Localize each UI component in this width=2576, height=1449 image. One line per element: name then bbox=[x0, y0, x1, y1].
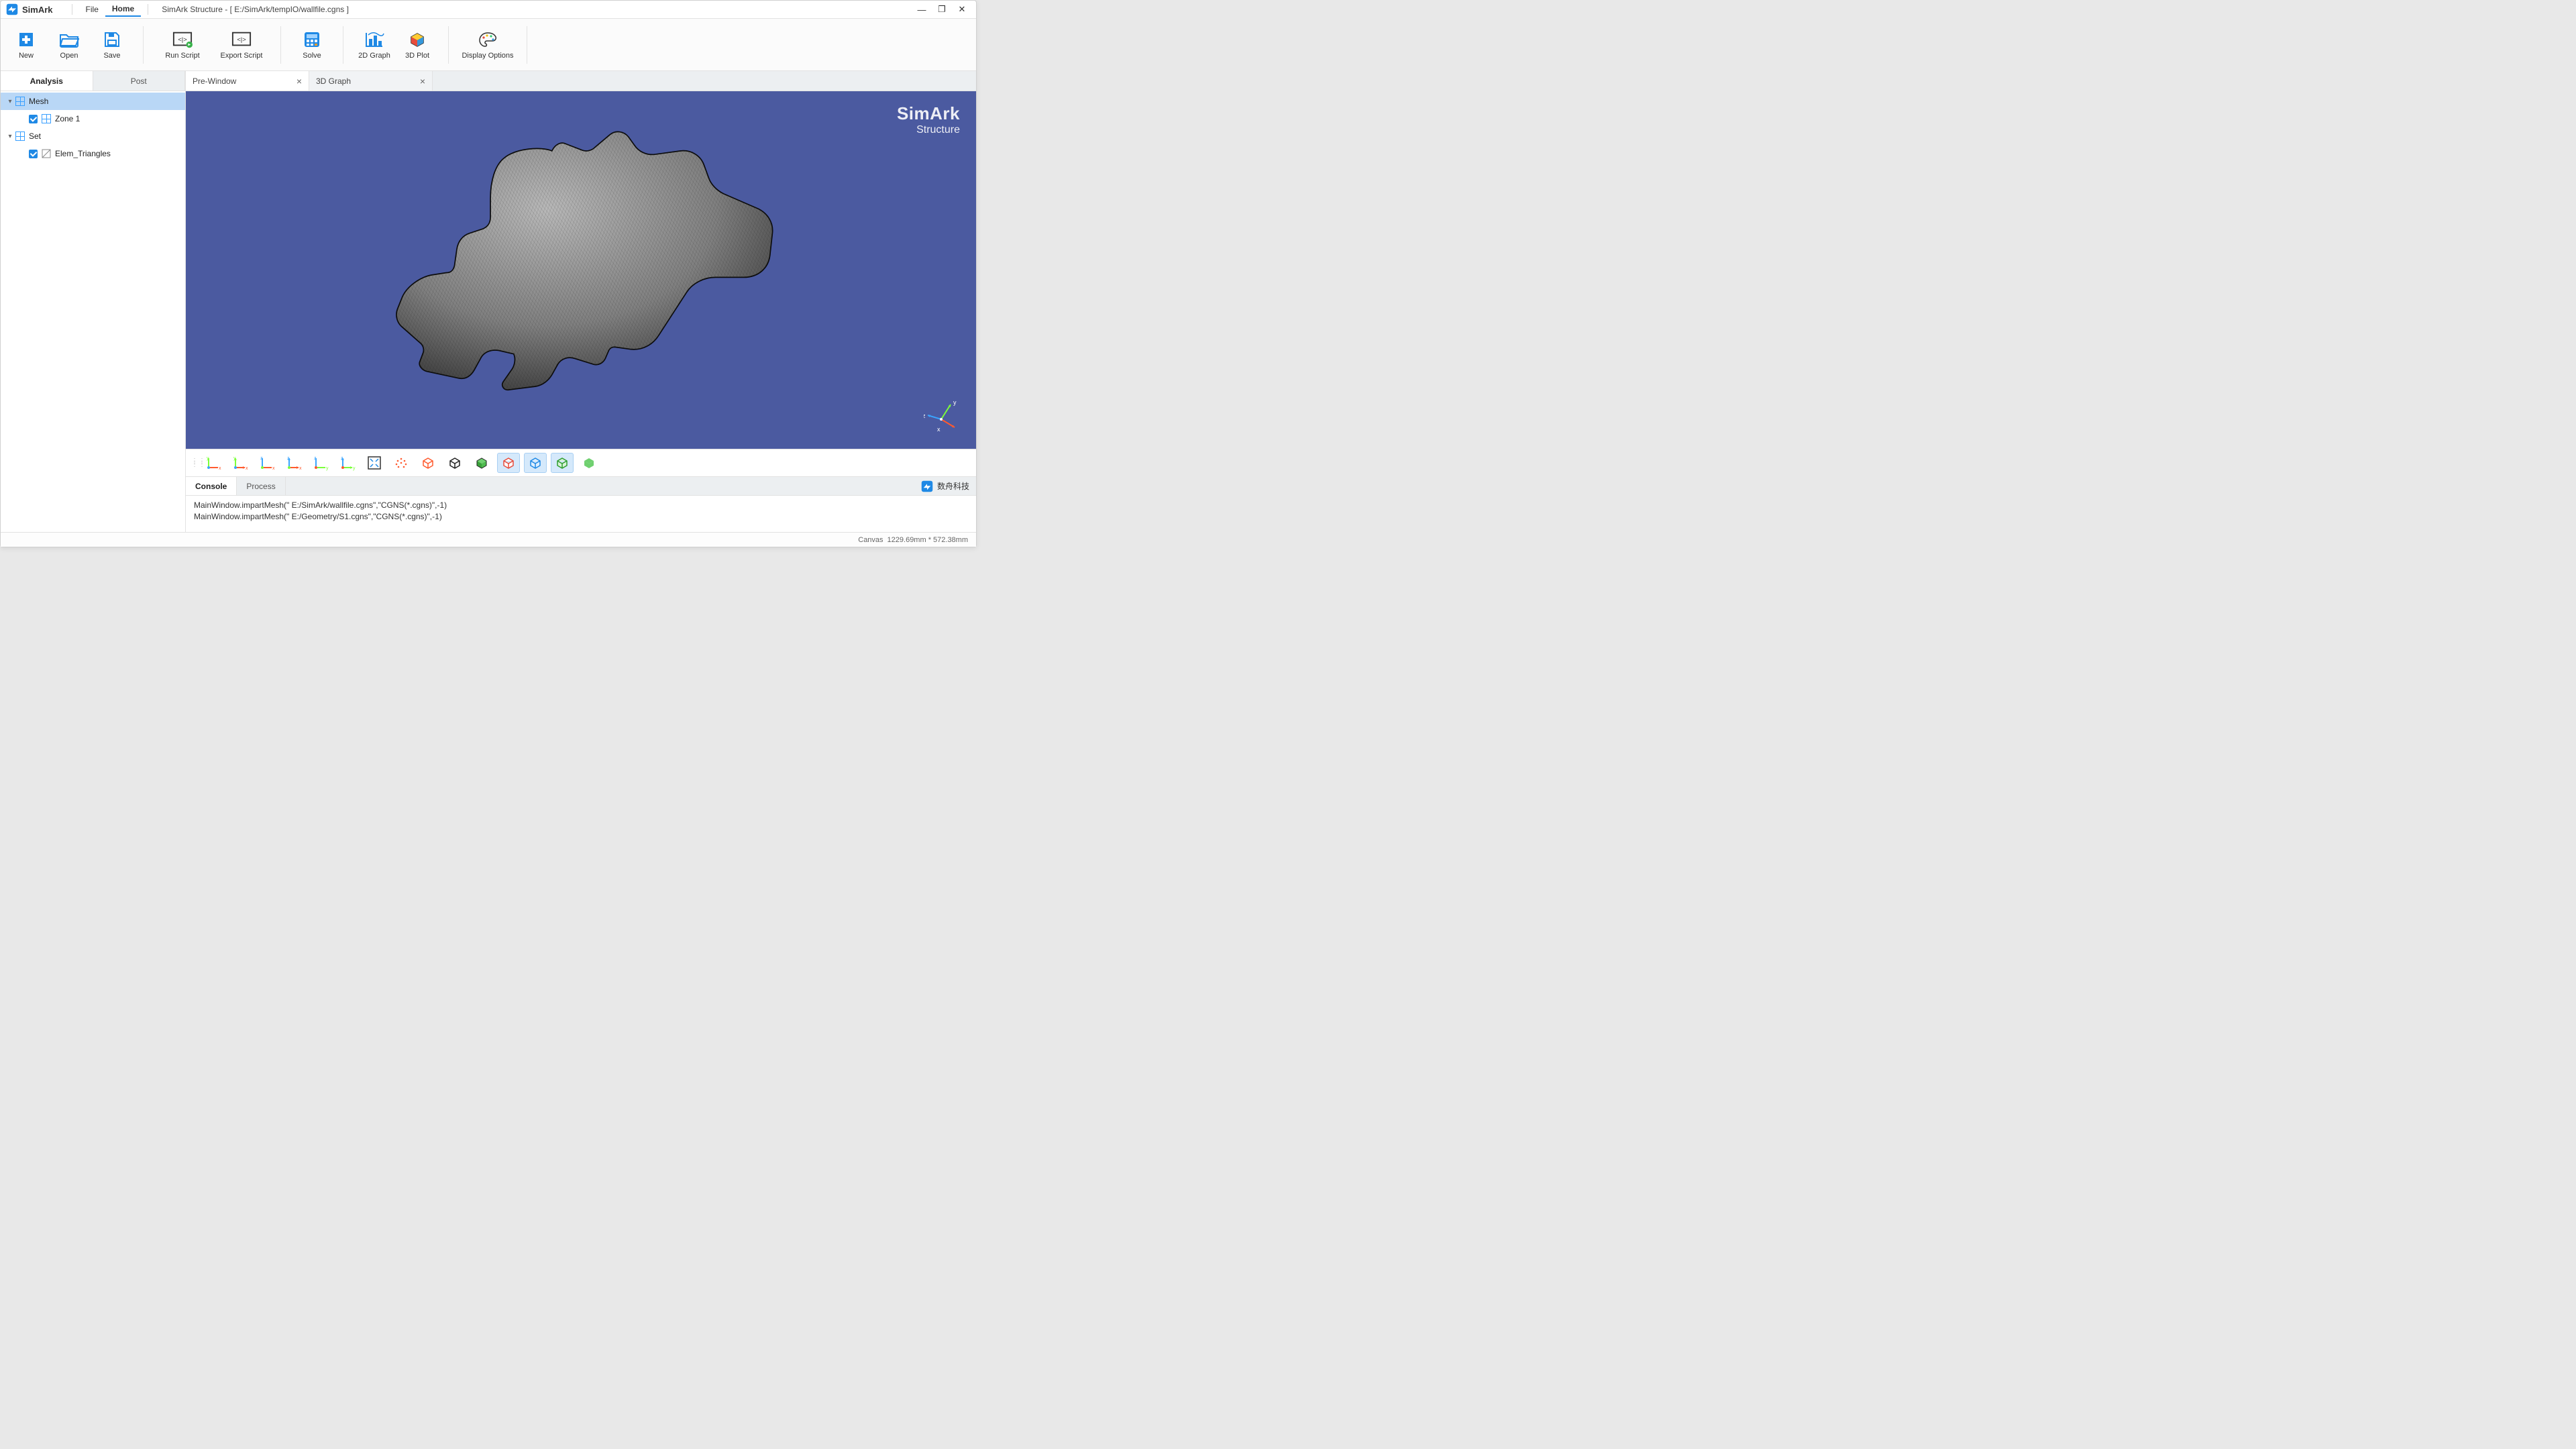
ribbon-run-script-button[interactable]: <|> Run Script bbox=[153, 23, 212, 66]
statusbar-label: Canvas bbox=[858, 536, 883, 544]
tab-post[interactable]: Post bbox=[93, 71, 186, 91]
tab-analysis[interactable]: Analysis bbox=[1, 71, 93, 91]
view-box-red-button[interactable] bbox=[497, 453, 520, 473]
status-bar: Canvas 1229.69mm * 572.38mm bbox=[1, 532, 976, 547]
side-tabs: Analysis Post bbox=[1, 71, 185, 91]
view-wire-black-button[interactable] bbox=[443, 453, 466, 473]
side-panel: Analysis Post ▾ Mesh Zone 1 ▾ bbox=[1, 71, 186, 532]
tree-node-elem-triangles[interactable]: Elem_Triangles bbox=[1, 145, 185, 162]
palette-icon bbox=[478, 30, 498, 50]
console-line: MainWindow.impartMesh(" E:/SimArk/wallfi… bbox=[194, 500, 968, 511]
view-wire-red-button[interactable] bbox=[417, 453, 439, 473]
svg-text:<|>: <|> bbox=[178, 36, 187, 43]
ribbon-3d-plot-button[interactable]: 3D Plot bbox=[396, 23, 439, 66]
statusbar-value: 1229.69mm * 572.38mm bbox=[888, 536, 968, 544]
menu-file[interactable]: File bbox=[79, 3, 105, 16]
svg-text:x: x bbox=[246, 466, 248, 471]
axis-triad-icon: x y z bbox=[924, 396, 961, 434]
checkbox-checked-icon[interactable] bbox=[29, 150, 38, 158]
ribbon-solve-button[interactable]: Solve bbox=[290, 23, 333, 66]
view-neg-xy-button[interactable]: xy bbox=[202, 453, 225, 473]
svg-text:<|>: <|> bbox=[237, 36, 246, 43]
mesh-model bbox=[366, 120, 796, 409]
console-output[interactable]: MainWindow.impartMesh(" E:/SimArk/wallfi… bbox=[186, 496, 976, 532]
mesh-icon bbox=[15, 97, 25, 106]
svg-text:x: x bbox=[272, 466, 275, 471]
bar-chart-icon bbox=[364, 30, 384, 50]
window-maximize-button[interactable]: ❐ bbox=[932, 4, 952, 15]
ribbon-open-button[interactable]: Open bbox=[48, 23, 91, 66]
solve-icon bbox=[302, 30, 322, 50]
vendor-logo-icon bbox=[921, 480, 933, 492]
new-file-icon bbox=[16, 30, 36, 50]
view-pos-yz-button[interactable]: zy bbox=[336, 453, 359, 473]
ribbon-new-button[interactable]: New bbox=[5, 23, 48, 66]
view-points-button[interactable] bbox=[390, 453, 413, 473]
svg-text:y: y bbox=[326, 466, 329, 471]
console-tabs: Console Process 数舟科技 bbox=[186, 477, 976, 496]
view-box-blue-button[interactable] bbox=[524, 453, 547, 473]
close-icon[interactable]: × bbox=[420, 76, 425, 87]
svg-text:z: z bbox=[924, 413, 926, 419]
document-title: SimArk Structure - [ E:/SimArk/tempIO/wa… bbox=[162, 5, 349, 14]
svg-text:x: x bbox=[937, 426, 941, 433]
app-brand: SimArk bbox=[22, 5, 53, 15]
checkbox-checked-icon[interactable] bbox=[29, 115, 38, 123]
export-script-icon: <|> bbox=[231, 30, 252, 50]
ribbon-display-options-button[interactable]: Display Options bbox=[458, 23, 517, 66]
svg-text:y: y bbox=[207, 456, 209, 461]
open-folder-icon bbox=[59, 30, 79, 50]
chevron-down-icon[interactable]: ▾ bbox=[6, 133, 14, 140]
ribbon-save-button[interactable]: Save bbox=[91, 23, 133, 66]
view-box-green-button[interactable] bbox=[551, 453, 574, 473]
view-neg-xz-button[interactable]: xz bbox=[256, 453, 278, 473]
app-window: SimArk File Home SimArk Structure - [ E:… bbox=[0, 0, 977, 547]
center-area: Pre-Window × 3D Graph × SimArk Structure bbox=[186, 71, 976, 532]
mesh-icon bbox=[15, 131, 25, 141]
svg-text:y: y bbox=[953, 399, 957, 406]
window-close-button[interactable]: ✕ bbox=[952, 4, 972, 15]
svg-text:x: x bbox=[219, 466, 221, 471]
tab-process[interactable]: Process bbox=[237, 477, 285, 495]
view-face-green-button[interactable] bbox=[578, 453, 600, 473]
ribbon-2d-graph-button[interactable]: 2D Graph bbox=[353, 23, 396, 66]
ribbon-toolbar: New Open Save <|> Run Script <|> Export … bbox=[1, 19, 976, 71]
tab-console[interactable]: Console bbox=[186, 477, 237, 495]
document-tabs: Pre-Window × 3D Graph × bbox=[186, 71, 976, 91]
mesh-icon bbox=[42, 114, 51, 123]
svg-text:x: x bbox=[299, 466, 302, 471]
vendor-badge: 数舟科技 bbox=[921, 477, 976, 495]
view-neg-yz-button[interactable]: yz bbox=[309, 453, 332, 473]
body: Analysis Post ▾ Mesh Zone 1 ▾ bbox=[1, 71, 976, 532]
triangle-set-icon bbox=[42, 149, 51, 158]
tree-node-set[interactable]: ▾ Set bbox=[1, 127, 185, 145]
view-solid-green-button[interactable] bbox=[470, 453, 493, 473]
tree-node-zone1[interactable]: Zone 1 bbox=[1, 110, 185, 127]
run-script-icon: <|> bbox=[172, 30, 193, 50]
view-pos-xz-button[interactable]: zx bbox=[282, 453, 305, 473]
svg-text:y: y bbox=[353, 466, 356, 471]
ribbon-export-script-button[interactable]: <|> Export Script bbox=[212, 23, 271, 66]
doc-tab-pre-window[interactable]: Pre-Window × bbox=[186, 71, 309, 91]
doc-tab-3d-graph[interactable]: 3D Graph × bbox=[309, 71, 433, 91]
svg-text:z: z bbox=[314, 456, 317, 461]
view-pos-xy-button[interactable]: yx bbox=[229, 453, 252, 473]
app-logo-icon bbox=[6, 3, 18, 15]
titlebar: SimArk File Home SimArk Structure - [ E:… bbox=[1, 1, 976, 19]
viewport-watermark: SimArk Structure bbox=[897, 103, 960, 136]
svg-text:z: z bbox=[260, 456, 263, 461]
view-fit-button[interactable] bbox=[363, 453, 386, 473]
menu-home[interactable]: Home bbox=[105, 2, 141, 17]
close-icon[interactable]: × bbox=[297, 76, 302, 87]
grip-icon[interactable]: ⋮⋮⋮⋮ bbox=[191, 460, 198, 466]
tree-node-mesh[interactable]: ▾ Mesh bbox=[1, 93, 185, 110]
console-line: MainWindow.impartMesh(" E:/Geometry/S1.c… bbox=[194, 511, 968, 523]
cube-3d-icon bbox=[407, 30, 427, 50]
model-tree: ▾ Mesh Zone 1 ▾ Set bbox=[1, 91, 185, 164]
window-minimize-button[interactable]: — bbox=[912, 5, 932, 15]
viewport-3d[interactable]: SimArk Structure bbox=[186, 91, 976, 449]
save-icon bbox=[102, 30, 122, 50]
view-toolbar: ⋮⋮⋮⋮ xy yx xz zx yz zy bbox=[186, 449, 976, 477]
chevron-down-icon[interactable]: ▾ bbox=[6, 98, 14, 105]
